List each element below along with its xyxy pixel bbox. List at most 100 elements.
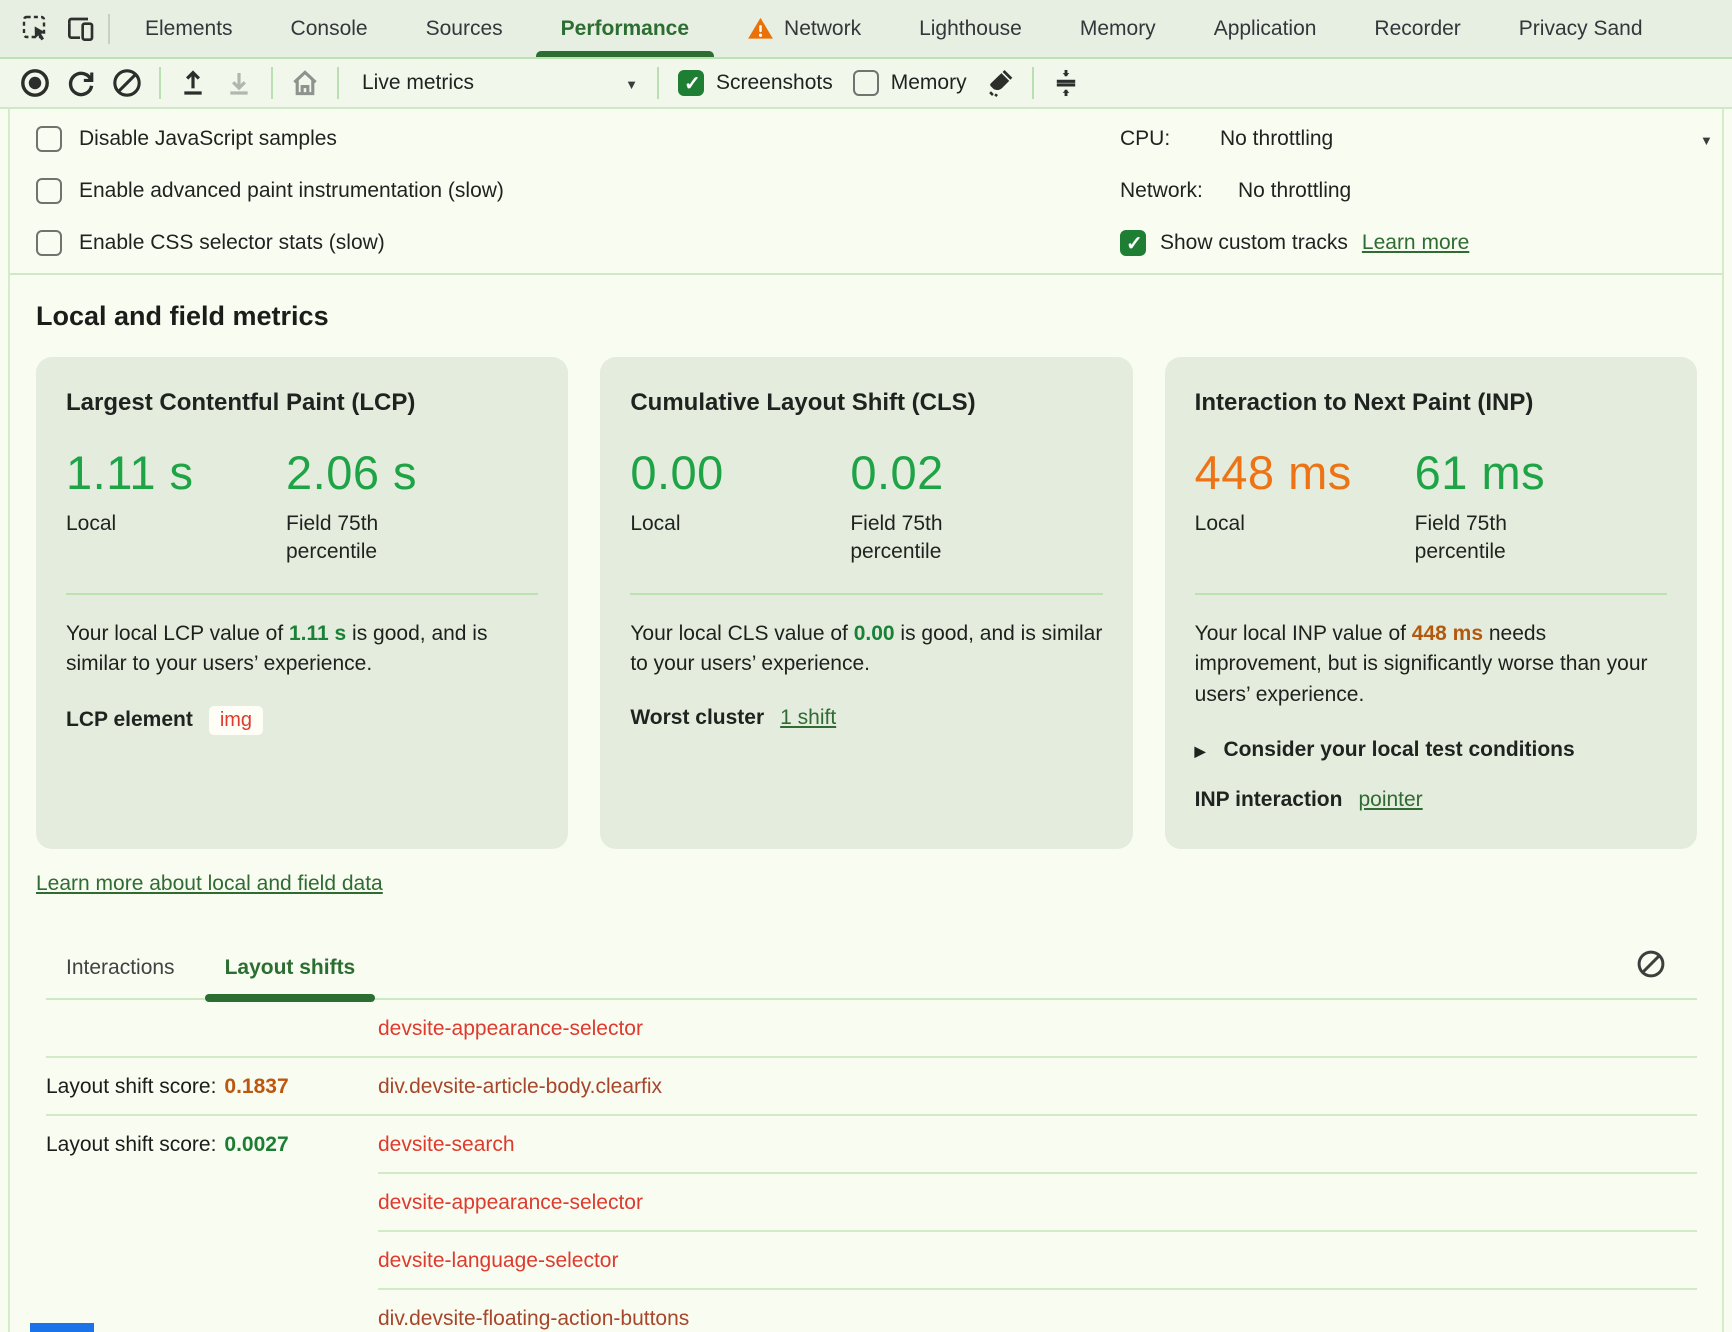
desc-value: 1.11 s — [289, 622, 346, 645]
css-selector-stats-checkbox[interactable] — [36, 230, 62, 256]
inp-card-title: Interaction to Next Paint (INP) — [1195, 389, 1667, 417]
tab-lighthouse[interactable]: Lighthouse — [890, 0, 1051, 57]
collapse-icon — [1049, 66, 1083, 100]
lcp-local-value: 1.11 s — [66, 445, 286, 500]
field-data-learn-more-link[interactable]: Learn more about local and field data — [36, 872, 383, 896]
memory-toggle[interactable]: Memory — [853, 70, 967, 96]
disable-js-samples-checkbox[interactable] — [36, 126, 62, 152]
card-divider — [66, 593, 538, 595]
show-custom-tracks-toggle[interactable]: Show custom tracks Learn more — [1120, 217, 1722, 269]
tab-elements[interactable]: Elements — [116, 0, 262, 57]
worst-cluster-link[interactable]: 1 shift — [780, 706, 836, 730]
tab-label: Application — [1214, 17, 1317, 41]
tab-privacy-sandbox[interactable]: Privacy Sand — [1490, 0, 1672, 57]
inp-field-value: 61 ms — [1415, 445, 1667, 500]
capture-settings: Disable JavaScript samples Enable advanc… — [10, 109, 1722, 275]
cls-card: Cumulative Layout Shift (CLS) 0.00 Local… — [600, 357, 1132, 849]
live-metrics-view: Local and field metrics Largest Contentf… — [10, 275, 1722, 1332]
inp-local-value: 448 ms — [1195, 445, 1415, 500]
local-test-conditions-toggle[interactable]: Consider your local test conditions — [1195, 738, 1667, 762]
record-and-reload-button[interactable] — [61, 63, 101, 103]
layout-shift-row: devsite-appearance-selector — [10, 1000, 1722, 1058]
tab-recorder[interactable]: Recorder — [1345, 0, 1489, 57]
download-icon — [223, 67, 255, 99]
tab-application[interactable]: Application — [1185, 0, 1346, 57]
element-link[interactable]: devsite-search — [10, 1133, 515, 1157]
setting-label: Enable CSS selector stats (slow) — [79, 231, 385, 255]
lcp-card: Largest Contentful Paint (LCP) 1.11 s Lo… — [36, 357, 568, 849]
devtools-tabbar: Elements Console Sources Performance Net… — [0, 0, 1732, 57]
memory-label: Memory — [891, 71, 967, 95]
devtools-performance-panel: Elements Console Sources Performance Net… — [0, 0, 1732, 1332]
tab-memory[interactable]: Memory — [1051, 0, 1185, 57]
inp-description: Your local INP value of 448 ms needs imp… — [1195, 619, 1667, 710]
tabbar-separator — [108, 14, 110, 44]
clear-button[interactable] — [107, 63, 147, 103]
metric-cards: Largest Contentful Paint (LCP) 1.11 s Lo… — [36, 357, 1697, 849]
setting-advanced-paint[interactable]: Enable advanced paint instrumentation (s… — [36, 165, 504, 217]
local-test-conditions-label: Consider your local test conditions — [1223, 738, 1574, 762]
desc-text: Your local INP value of — [1195, 622, 1412, 645]
bottom-scrollbar-thumb[interactable] — [30, 1323, 94, 1332]
inp-local-label: Local — [1195, 510, 1415, 538]
lcp-local-label: Local — [66, 510, 286, 538]
tab-network[interactable]: Network — [718, 0, 890, 57]
inp-field-label: Field 75th percentile — [1415, 510, 1550, 567]
worst-cluster-label: Worst cluster — [630, 706, 764, 730]
tab-interactions[interactable]: Interactions — [46, 956, 195, 1000]
save-profile-button[interactable] — [219, 63, 259, 103]
layout-shift-row: div.devsite-floating-action-buttons — [10, 1290, 1722, 1332]
network-throttling-select[interactable]: Network: No throttling — [1120, 165, 1722, 217]
lcp-field-value: 2.06 s — [286, 445, 538, 500]
setting-css-selector-stats[interactable]: Enable CSS selector stats (slow) — [36, 217, 504, 269]
cpu-throttling-select[interactable]: CPU: No throttling — [1120, 113, 1722, 165]
tab-performance[interactable]: Performance — [532, 0, 718, 57]
element-link[interactable]: devsite-language-selector — [10, 1249, 618, 1273]
layout-shift-row: devsite-language-selector — [10, 1232, 1722, 1290]
cls-local-label: Local — [630, 510, 850, 538]
inp-interaction-link[interactable]: pointer — [1358, 788, 1422, 812]
network-value: No throttling — [1238, 179, 1351, 203]
toolbar-separator — [271, 67, 273, 99]
tab-console[interactable]: Console — [262, 0, 397, 57]
memory-checkbox[interactable] — [853, 70, 879, 96]
device-toolbar-icon — [64, 13, 96, 45]
element-link[interactable]: devsite-appearance-selector — [10, 1017, 643, 1041]
element-link[interactable]: div.devsite-floating-action-buttons — [10, 1307, 689, 1331]
load-profile-button[interactable] — [173, 63, 213, 103]
inspect-cursor-icon — [20, 13, 52, 45]
custom-tracks-checkbox[interactable] — [1120, 230, 1146, 256]
tab-sources[interactable]: Sources — [397, 0, 532, 57]
home-button[interactable] — [285, 63, 325, 103]
layout-shift-row: Layout shift score:0.0027 devsite-search — [10, 1116, 1722, 1174]
element-link[interactable]: devsite-appearance-selector — [10, 1191, 643, 1215]
tab-label: Elements — [145, 17, 233, 41]
clear-log-button[interactable] — [1633, 946, 1669, 982]
tab-label: Recorder — [1374, 17, 1460, 41]
record-button[interactable] — [15, 63, 55, 103]
record-icon — [18, 66, 52, 100]
clear-icon — [1634, 947, 1668, 981]
inspect-element-button[interactable] — [14, 7, 58, 51]
layout-shift-row: Layout shift score:0.1837 div.devsite-ar… — [10, 1058, 1722, 1116]
lcp-element-link[interactable]: img — [209, 706, 263, 735]
screenshots-toggle[interactable]: Screenshots — [678, 70, 833, 96]
card-divider — [1195, 593, 1667, 595]
tab-layout-shifts[interactable]: Layout shifts — [205, 956, 376, 1000]
lcp-element-label: LCP element — [66, 708, 193, 732]
screenshots-checkbox[interactable] — [678, 70, 704, 96]
tab-label: Lighthouse — [919, 17, 1022, 41]
history-select[interactable]: Live metrics — [348, 71, 648, 95]
device-toolbar-button[interactable] — [58, 7, 102, 51]
custom-tracks-learn-more-link[interactable]: Learn more — [1362, 231, 1469, 255]
tab-label: Console — [291, 17, 368, 41]
element-link[interactable]: div.devsite-article-body.clearfix — [10, 1075, 662, 1099]
advanced-paint-checkbox[interactable] — [36, 178, 62, 204]
clear-icon — [110, 66, 144, 100]
collect-garbage-button[interactable] — [980, 63, 1020, 103]
toolbar-separator — [1032, 67, 1034, 99]
setting-disable-js-samples[interactable]: Disable JavaScript samples — [36, 113, 504, 165]
cpu-value: No throttling — [1220, 127, 1333, 151]
collapse-sections-button[interactable] — [1046, 63, 1086, 103]
toolbar-separator — [337, 67, 339, 99]
